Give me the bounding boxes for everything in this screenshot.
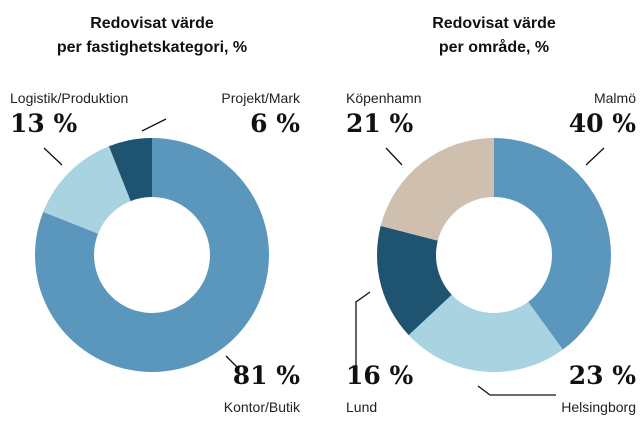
slice-label: Logistik/Produktion [10,90,128,106]
donut-slice [43,146,131,234]
chart-title: Redovisat värde [432,15,556,32]
leader-line [355,291,371,368]
slice-label: Helsingborg [561,399,636,415]
chart-title: per område, % [439,38,549,56]
slice-value: 6 % [250,109,300,138]
leader-line [585,147,605,166]
leader-line [141,118,167,132]
donut-slice [408,294,563,373]
leader-line [43,147,63,166]
slice-value: 21 % [346,109,413,138]
slice-label: Projekt/Mark [221,90,301,106]
slice-label: Lund [346,399,377,415]
leader-line [385,147,403,166]
slice-label: Kontor/Butik [224,399,301,415]
slice-label: Malmö [594,90,636,106]
slice-value: 40 % [569,109,636,138]
slice-value: 81 % [233,361,300,390]
leader-line [225,355,239,369]
donut-slice [35,138,270,372]
slice-label: Köpenhamn [346,90,422,106]
slice-value: 16 % [346,361,413,390]
slice-value: 23 % [569,361,636,390]
donut-slice [108,138,152,202]
donut-slice [380,138,494,241]
leader-line [477,385,556,396]
slice-value: 13 % [10,109,77,138]
chart-title: per fastighetskategori, % [57,39,247,56]
chart-title: Redovisat värde [90,15,214,32]
donut-slice [494,138,612,350]
donut-slice [377,225,452,336]
